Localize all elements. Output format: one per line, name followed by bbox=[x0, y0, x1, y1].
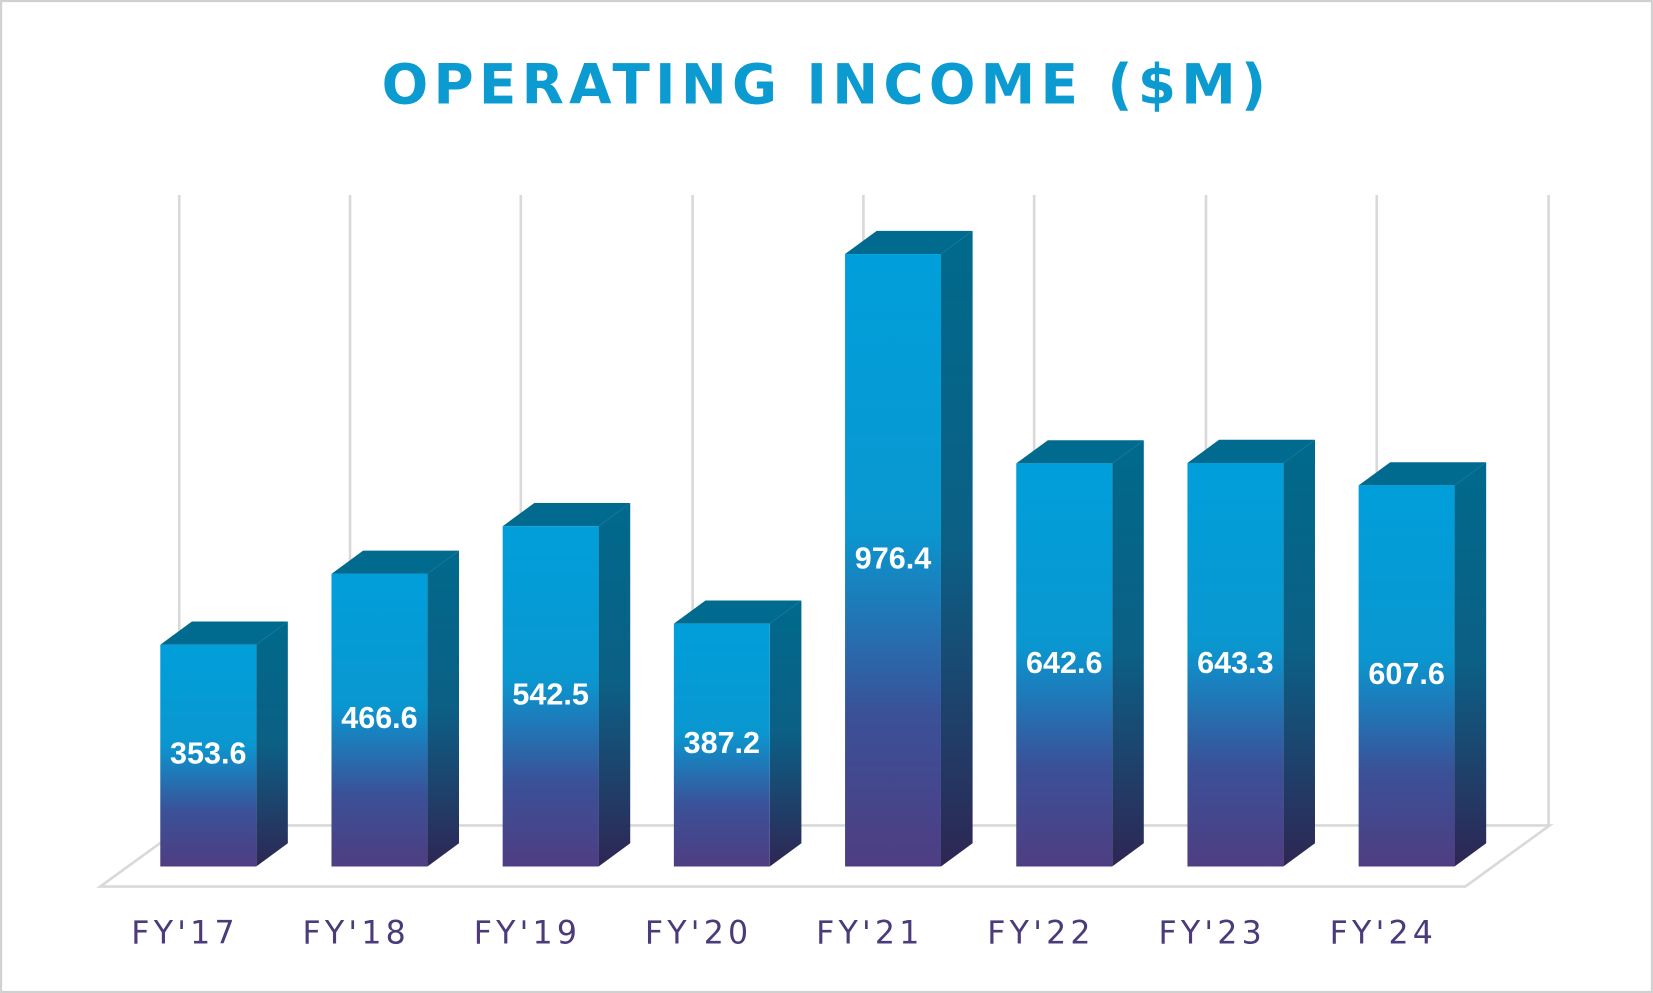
bar-top bbox=[845, 230, 973, 255]
value-label: 353.6 bbox=[170, 737, 246, 771]
bar bbox=[673, 600, 802, 867]
x-tick-label: FY'23 bbox=[1158, 915, 1265, 951]
bar-side bbox=[1283, 439, 1315, 867]
value-label: 466.6 bbox=[341, 701, 417, 735]
bar-front bbox=[502, 526, 599, 867]
bar-side bbox=[1112, 440, 1144, 867]
bar-side bbox=[940, 230, 973, 867]
bar-top bbox=[160, 621, 288, 645]
bar bbox=[1016, 440, 1144, 867]
bar-side bbox=[427, 550, 460, 867]
bar-top bbox=[1016, 440, 1144, 464]
bar-top bbox=[502, 503, 631, 527]
bar bbox=[845, 230, 973, 867]
x-tick-label: FY'21 bbox=[816, 915, 923, 951]
x-tick-label: FY'19 bbox=[474, 915, 581, 951]
bar-front bbox=[1016, 463, 1113, 867]
bar bbox=[502, 503, 631, 867]
bar-front bbox=[673, 623, 770, 867]
bar-top bbox=[1358, 462, 1487, 486]
value-label: 387.2 bbox=[684, 726, 760, 760]
bar bbox=[1187, 439, 1315, 867]
bar-top bbox=[331, 550, 460, 574]
bar-side bbox=[598, 503, 631, 867]
bar-front bbox=[1187, 462, 1284, 867]
bar-side bbox=[256, 621, 288, 867]
bar-top bbox=[673, 600, 802, 624]
bar bbox=[1358, 462, 1487, 867]
value-label: 643.3 bbox=[1197, 646, 1273, 680]
bar-side bbox=[769, 600, 802, 867]
x-tick-label: FY'24 bbox=[1330, 915, 1437, 951]
x-tick-label: FY'18 bbox=[303, 915, 410, 951]
x-tick-label: FY'20 bbox=[645, 915, 752, 951]
bar-top bbox=[1187, 439, 1315, 463]
bar bbox=[331, 550, 460, 867]
x-tick-label: FY'22 bbox=[987, 915, 1094, 951]
x-tick-label: FY'17 bbox=[131, 915, 238, 951]
bar-front bbox=[845, 254, 941, 867]
bar-front bbox=[331, 573, 428, 867]
value-label: 642.6 bbox=[1026, 646, 1102, 680]
bar-side bbox=[1454, 462, 1487, 867]
value-label: 607.6 bbox=[1368, 657, 1444, 691]
chart-title: OPERATING INCOME ($M) bbox=[382, 52, 1272, 116]
value-label: 976.4 bbox=[855, 541, 931, 575]
bar bbox=[160, 621, 288, 867]
value-label: 542.5 bbox=[512, 677, 588, 711]
bar-front bbox=[160, 644, 257, 867]
bar-front bbox=[1358, 485, 1455, 867]
